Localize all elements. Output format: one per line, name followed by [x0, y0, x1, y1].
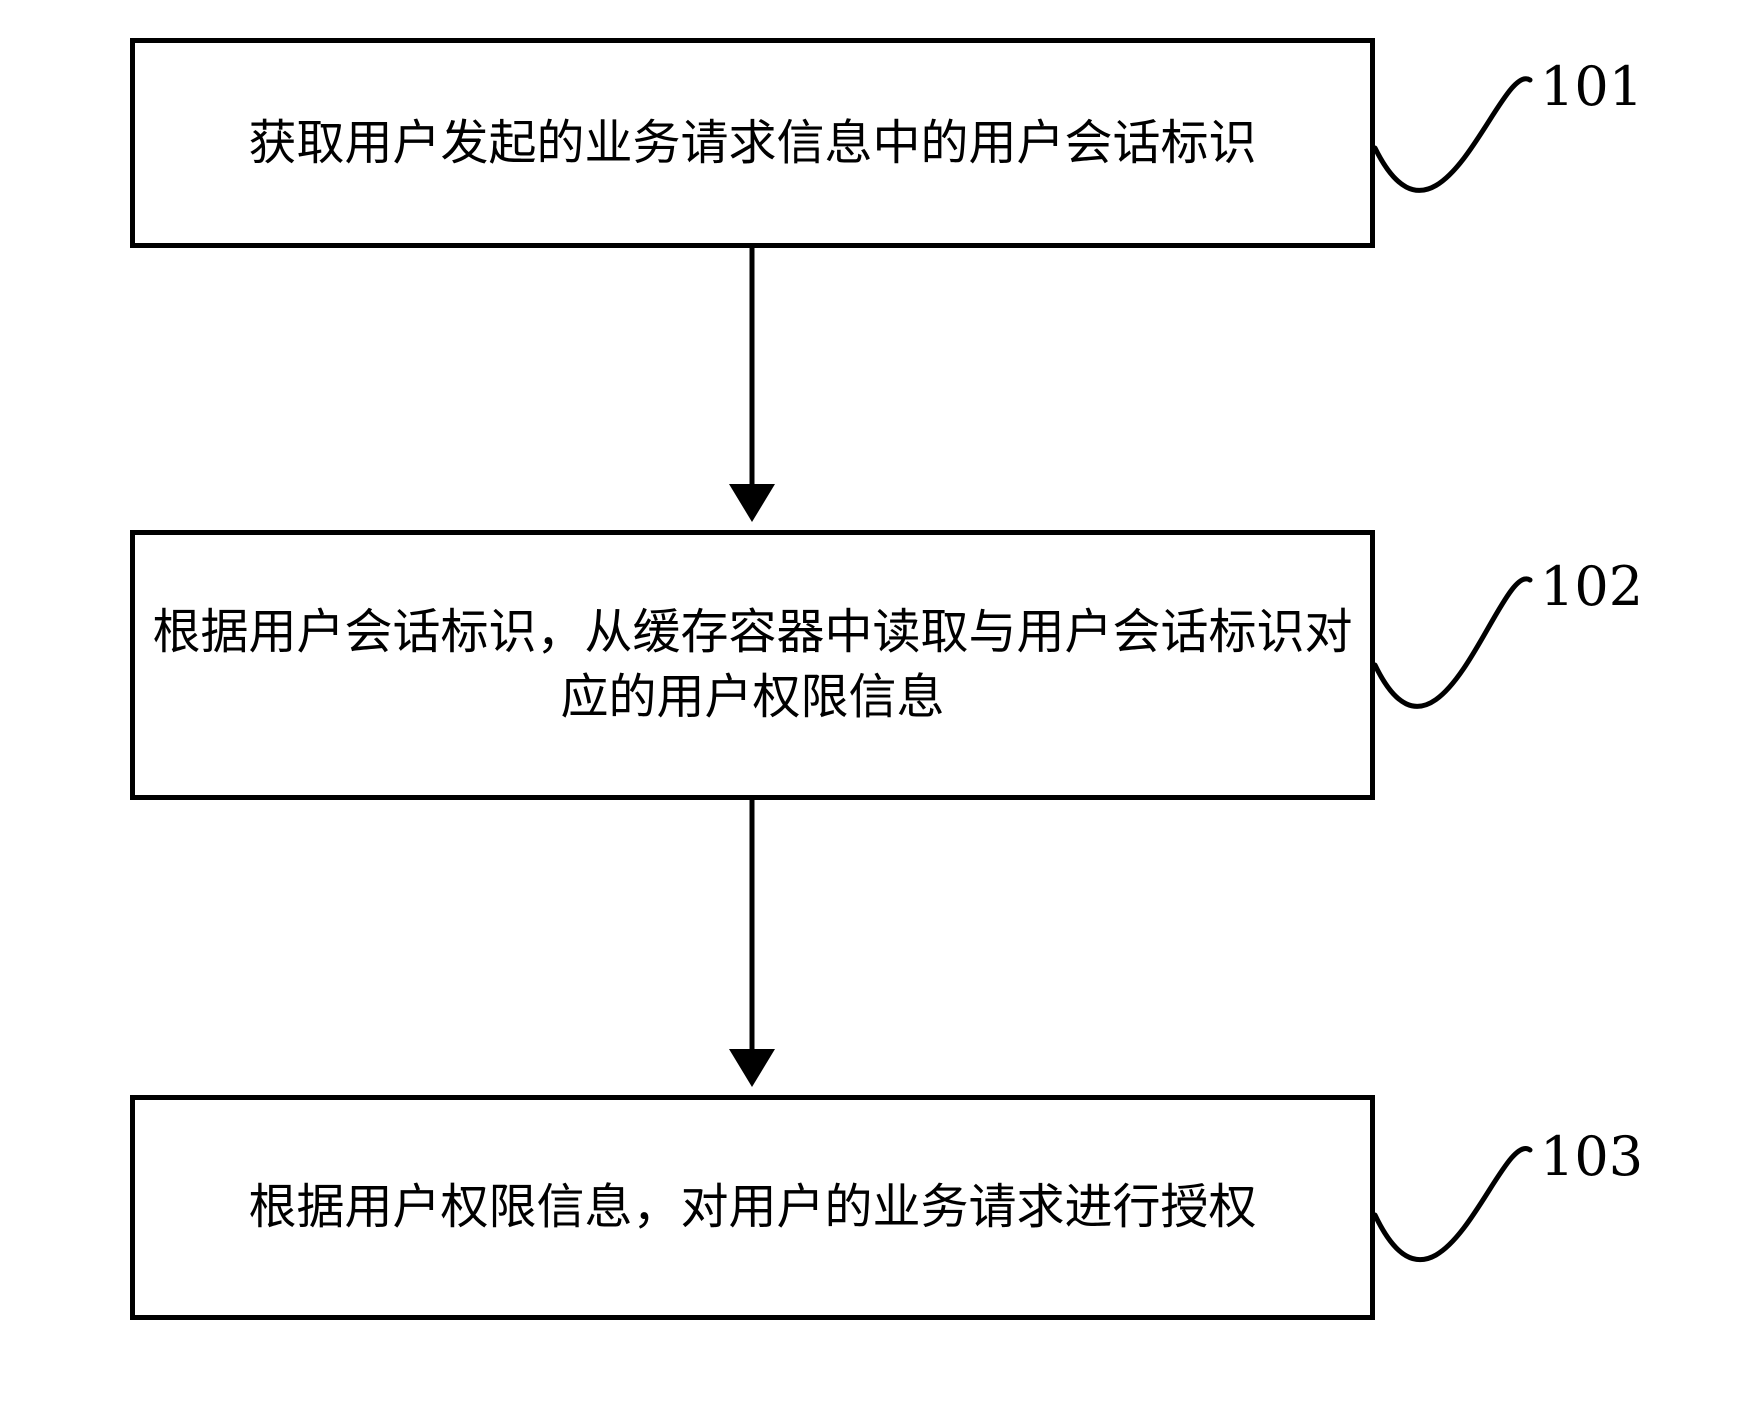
flowchart-canvas: 获取用户发起的业务请求信息中的用户会话标识 101 根据用户会话标识，从缓存容器…	[0, 0, 1753, 1409]
flow-connectors	[0, 0, 1753, 1409]
